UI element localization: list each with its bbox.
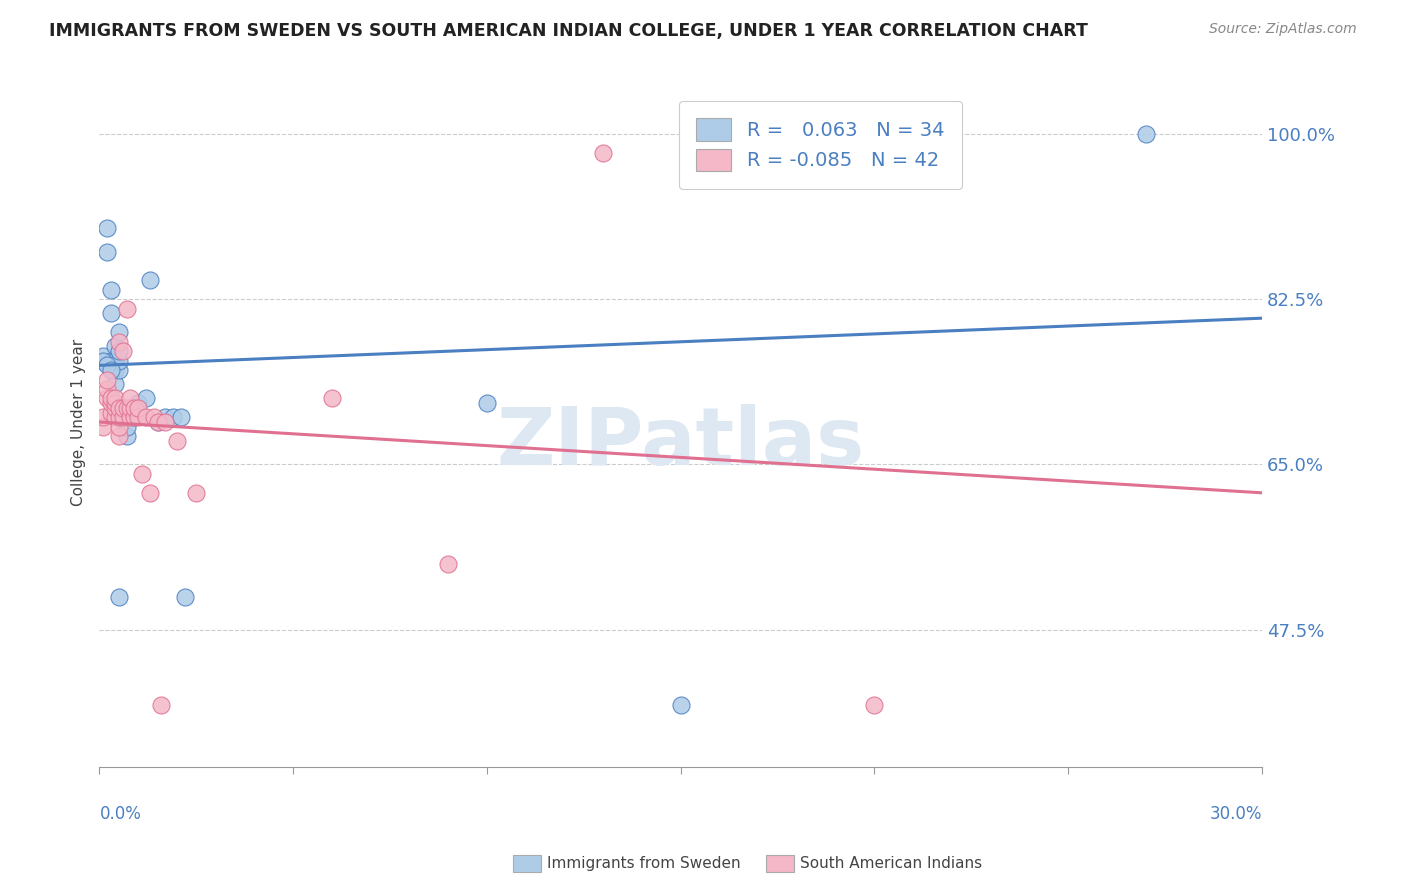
Point bbox=[96, 359, 118, 373]
Point bbox=[139, 273, 162, 287]
Point bbox=[111, 401, 134, 415]
Point bbox=[104, 401, 127, 415]
Point bbox=[111, 401, 134, 415]
Point bbox=[104, 392, 127, 406]
Point bbox=[135, 410, 157, 425]
Point bbox=[104, 339, 127, 353]
Point bbox=[124, 401, 146, 415]
Point bbox=[124, 410, 146, 425]
Text: Immigrants from Sweden: Immigrants from Sweden bbox=[547, 856, 741, 871]
Text: 30.0%: 30.0% bbox=[1209, 805, 1263, 823]
Point bbox=[91, 349, 114, 363]
Point bbox=[104, 377, 127, 392]
Point bbox=[108, 334, 131, 349]
Point bbox=[100, 353, 122, 368]
Point bbox=[100, 363, 122, 377]
Point bbox=[91, 419, 114, 434]
Point bbox=[104, 410, 127, 425]
Point bbox=[146, 415, 169, 429]
Point bbox=[100, 392, 122, 406]
Point bbox=[108, 419, 131, 434]
Text: Source: ZipAtlas.com: Source: ZipAtlas.com bbox=[1209, 22, 1357, 37]
Point bbox=[111, 410, 134, 425]
Point bbox=[127, 401, 149, 415]
Point bbox=[108, 590, 131, 604]
Point bbox=[155, 410, 177, 425]
Point bbox=[96, 392, 118, 406]
Point bbox=[120, 410, 142, 425]
Point bbox=[100, 306, 122, 320]
Text: South American Indians: South American Indians bbox=[800, 856, 983, 871]
Legend: R =   0.063   N = 34, R = -0.085   N = 42: R = 0.063 N = 34, R = -0.085 N = 42 bbox=[679, 101, 962, 188]
Text: 0.0%: 0.0% bbox=[100, 805, 142, 823]
Y-axis label: College, Under 1 year: College, Under 1 year bbox=[72, 338, 86, 506]
Point bbox=[108, 363, 131, 377]
Point bbox=[91, 353, 114, 368]
Point bbox=[173, 590, 195, 604]
Point bbox=[115, 401, 138, 415]
Point bbox=[162, 410, 184, 425]
Point bbox=[96, 221, 118, 235]
Point bbox=[100, 396, 122, 410]
Point bbox=[108, 410, 131, 425]
Point bbox=[150, 698, 173, 713]
Point bbox=[108, 353, 131, 368]
Point bbox=[142, 410, 165, 425]
Point bbox=[100, 283, 122, 297]
Point bbox=[475, 396, 498, 410]
Point bbox=[127, 410, 149, 425]
Point bbox=[115, 429, 138, 443]
Point bbox=[139, 485, 162, 500]
Point bbox=[108, 429, 131, 443]
Point bbox=[135, 392, 157, 406]
Point bbox=[115, 301, 138, 316]
Text: ZIPatlas: ZIPatlas bbox=[496, 404, 865, 482]
Point bbox=[108, 326, 131, 340]
Point bbox=[96, 382, 118, 396]
Point bbox=[170, 410, 193, 425]
Point bbox=[111, 410, 134, 425]
Point bbox=[91, 410, 114, 425]
Point bbox=[104, 396, 127, 410]
Point bbox=[96, 372, 118, 386]
Point bbox=[120, 392, 142, 406]
Point bbox=[155, 415, 177, 429]
Point bbox=[592, 145, 614, 160]
Point bbox=[111, 344, 134, 359]
Point bbox=[100, 406, 122, 420]
Point bbox=[115, 419, 138, 434]
Point bbox=[108, 401, 131, 415]
Point bbox=[131, 467, 153, 481]
Point bbox=[669, 698, 692, 713]
Point bbox=[166, 434, 188, 448]
Point bbox=[321, 392, 343, 406]
Point bbox=[437, 557, 460, 571]
Point bbox=[104, 363, 127, 377]
Point bbox=[104, 353, 127, 368]
Point bbox=[96, 245, 118, 260]
Point bbox=[108, 344, 131, 359]
Point bbox=[186, 485, 208, 500]
Point bbox=[127, 396, 149, 410]
Point bbox=[124, 410, 146, 425]
Point bbox=[863, 698, 886, 713]
Point bbox=[1135, 127, 1157, 141]
Point bbox=[146, 415, 169, 429]
Point bbox=[120, 401, 142, 415]
Text: IMMIGRANTS FROM SWEDEN VS SOUTH AMERICAN INDIAN COLLEGE, UNDER 1 YEAR CORRELATIO: IMMIGRANTS FROM SWEDEN VS SOUTH AMERICAN… bbox=[49, 22, 1088, 40]
